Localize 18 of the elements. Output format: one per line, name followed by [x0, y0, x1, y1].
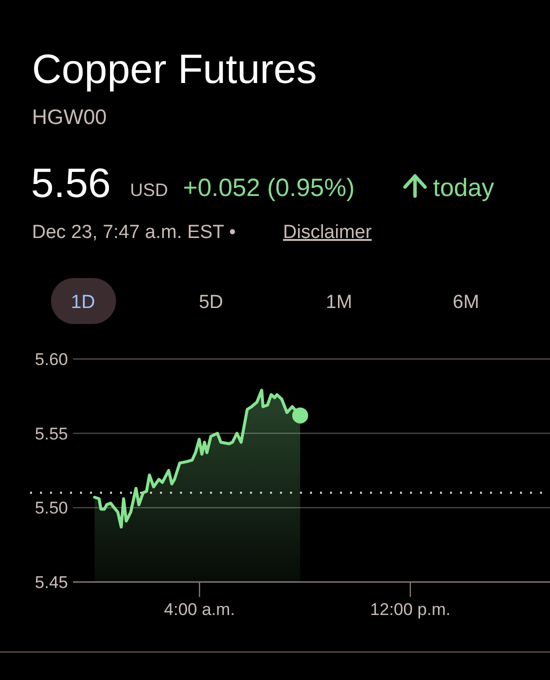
text: +0.052 (0.95%): [183, 174, 355, 202]
x-tick-label: 12:00 p.m.: [370, 600, 450, 619]
text: Disclaimer: [283, 222, 372, 243]
text: 6M: [452, 292, 480, 313]
chart-title: Copper Futures: [32, 46, 317, 92]
y-tick-label: 5.60: [34, 350, 68, 369]
chart-subtitle: HGW00: [32, 106, 107, 129]
y-tick-label: 5.45: [34, 572, 68, 592]
text: USD: [130, 180, 168, 200]
y-tick-label: 5.50: [34, 498, 68, 518]
text: today: [433, 174, 495, 202]
text: 5D: [198, 292, 224, 313]
text: 1D: [70, 292, 96, 313]
y-tick-label: 5.55: [34, 424, 68, 444]
x-tick-label: 4:00 a.m.: [164, 600, 235, 619]
text: 1M: [326, 292, 352, 313]
text: 5.56: [31, 160, 111, 206]
text: Dec 23, 7:47 a.m. EST •: [32, 222, 236, 243]
